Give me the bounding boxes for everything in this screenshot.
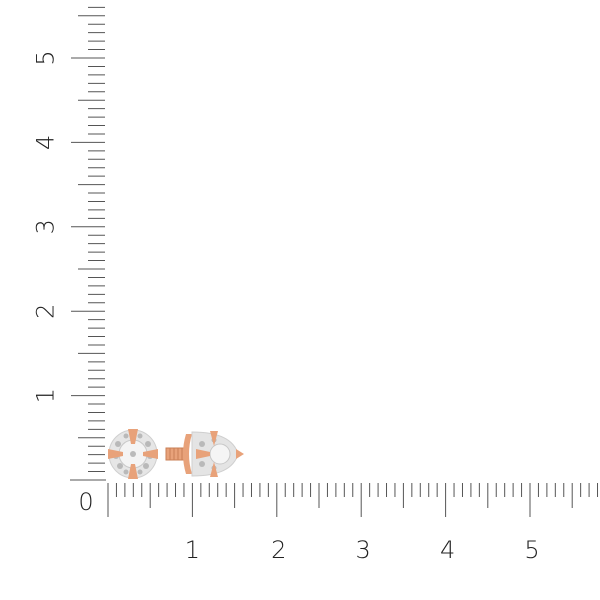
stud-earrings-image (108, 429, 244, 479)
x-ruler-label: 5 (524, 536, 539, 564)
x-ruler (107, 483, 599, 517)
earring-front (108, 429, 158, 479)
x-ruler-label: 2 (271, 536, 286, 564)
earring-side (165, 431, 244, 477)
y-ruler-label: 5 (31, 50, 59, 65)
y-ruler-label: 2 (31, 304, 59, 319)
x-ruler-label: 3 (356, 536, 371, 564)
origin-label: 0 (78, 488, 93, 516)
x-ruler-label: 4 (440, 536, 455, 564)
y-ruler-label: 3 (31, 219, 59, 234)
y-ruler (71, 6, 105, 473)
y-ruler-label: 1 (31, 388, 59, 403)
y-ruler-label: 4 (31, 135, 59, 150)
x-ruler-label: 1 (185, 536, 200, 564)
